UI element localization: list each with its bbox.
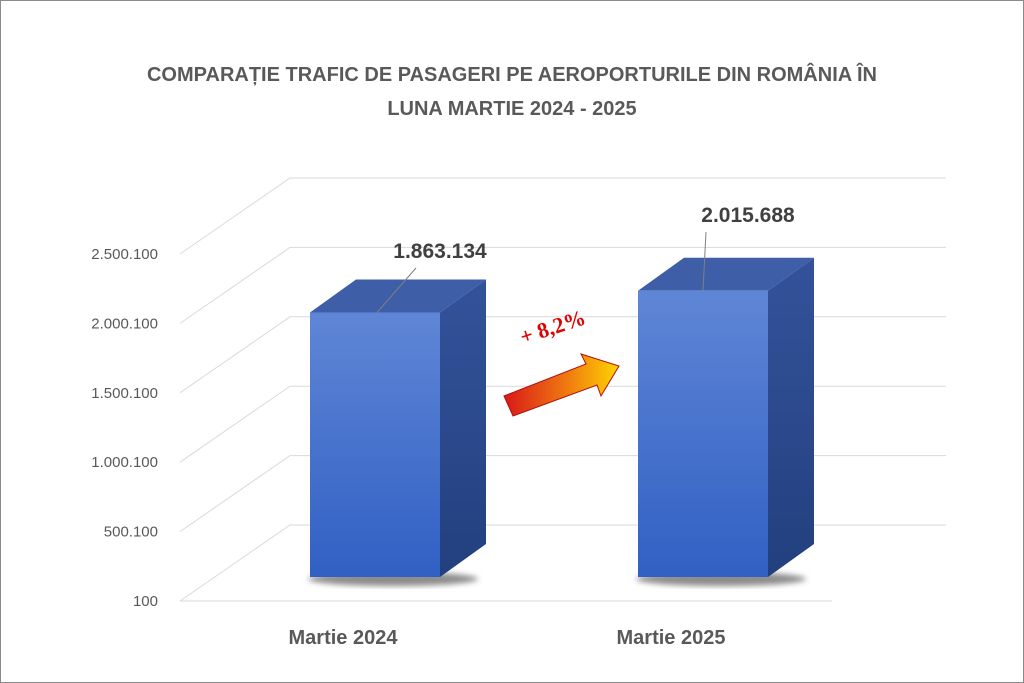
y-tick-label: 1.000.100	[91, 454, 158, 471]
gridline	[179, 177, 946, 255]
bar-side	[768, 257, 814, 577]
y-tick-label: 2.500.100	[91, 246, 158, 263]
x-category-label: Martie 2025	[617, 627, 726, 649]
y-axis: 100 500.100 1.000.100 1.500.100 2.000.100 2.5…	[91, 246, 158, 610]
y-tick-label: 100	[133, 593, 158, 610]
bar-side	[440, 279, 486, 577]
growth-percent: + 8,2%	[517, 305, 589, 350]
y-tick-label: 2.000.100	[91, 315, 158, 332]
y-tick-label: 1.500.100	[91, 385, 158, 402]
data-labels: 1.863.134 2.015.688	[376, 204, 795, 313]
bar-1	[308, 279, 486, 586]
leader-line	[376, 267, 417, 313]
data-label: 2.015.688	[701, 204, 795, 227]
bar-top	[310, 279, 486, 313]
y-tick-label: 500.100	[104, 524, 158, 541]
chart-title-line-1: COMPARAȚIE TRAFIC DE PASAGERI PE AEROPOR…	[146, 64, 878, 86]
bar-top	[638, 257, 814, 291]
chart-title: COMPARAȚIE TRAFIC DE PASAGERI PE AEROPOR…	[100, 58, 924, 126]
gridline	[179, 524, 946, 602]
gridline	[179, 246, 946, 324]
bar-2	[636, 257, 814, 586]
data-label: 1.863.134	[393, 240, 487, 263]
leader-line	[702, 231, 707, 291]
x-axis: Martie 2024 Martie 2025	[289, 627, 726, 649]
growth-arrow	[503, 353, 620, 417]
growth-annotation: + 8,2%	[503, 305, 620, 417]
bars	[308, 257, 814, 586]
bar-front	[310, 312, 440, 577]
bar-front	[638, 290, 768, 577]
x-category-label: Martie 2024	[289, 627, 399, 649]
chart-title-line-2: LUNA MARTIE 2024 - 2025	[387, 98, 637, 120]
gridline	[179, 455, 946, 533]
